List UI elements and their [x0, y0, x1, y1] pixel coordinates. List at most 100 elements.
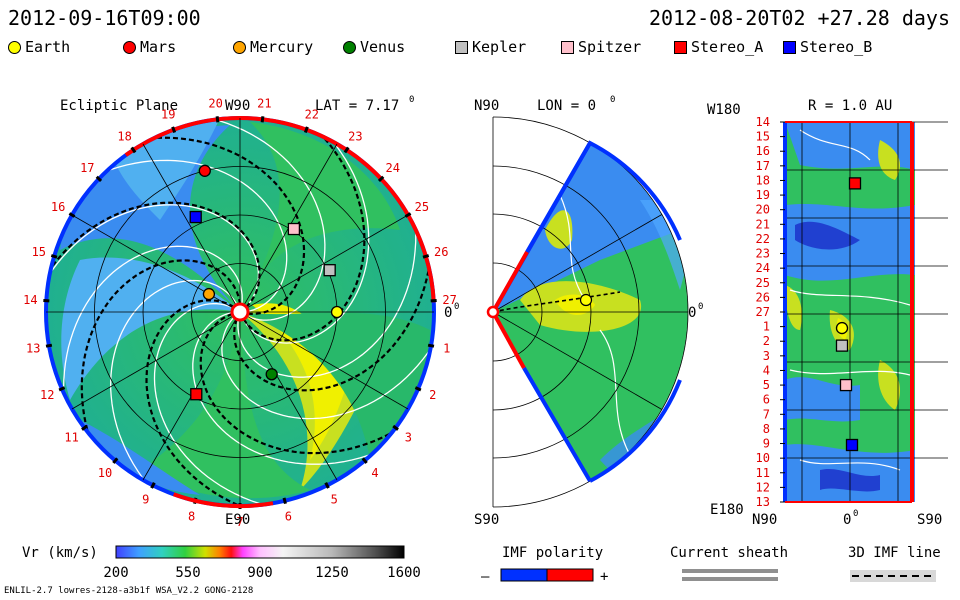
stereo-a-marker — [190, 388, 203, 401]
r1au-stereo-b-marker — [845, 438, 859, 452]
carrington-tick — [45, 343, 53, 348]
carrington-tick — [150, 482, 156, 489]
carrington-tick-label: 9 — [142, 493, 149, 507]
r1au-y-tick-label: 21 — [756, 217, 770, 231]
carrington-tick-label: 21 — [257, 96, 271, 110]
colorbar-tick-label: 1600 — [387, 565, 421, 581]
r1au-y-tick-label: 3 — [763, 349, 770, 363]
r1au-y-tick-label: 18 — [756, 174, 770, 188]
r1au-y-tick-label: 17 — [756, 159, 770, 173]
venus-marker — [265, 368, 278, 381]
r1au-bottom-left-label: E180 — [710, 502, 744, 518]
carrington-tick-label: 20 — [208, 96, 222, 110]
legend-label: Venus — [360, 38, 406, 56]
r1au-y-tick-label: 8 — [763, 422, 770, 436]
legend-item-mercury: Mercury — [233, 38, 313, 56]
carrington-tick — [404, 212, 412, 218]
carrington-tick-label: 23 — [348, 130, 362, 144]
carrington-tick-label: 3 — [405, 430, 412, 444]
velocity-colorbar: Vr (km/s) 200 550 900 1250 1600 — [22, 545, 421, 581]
r1au-y-tick-label: 27 — [756, 305, 770, 319]
ecliptic-right-deg-sign: 0 — [454, 302, 459, 312]
r1au-spitzer-marker — [839, 378, 853, 392]
ecliptic-red-polarity-arc — [124, 116, 436, 303]
carrington-tick — [171, 126, 177, 134]
legend-label: Stereo_B — [800, 38, 873, 56]
carrington-tick-label: 1 — [443, 342, 450, 356]
imf-line-legend: 3D IMF line — [848, 545, 941, 582]
r1au-y-tick-label: 11 — [756, 466, 770, 480]
r1au-y-tick-label: 13 — [756, 495, 770, 509]
r1au-stereo-a-marker — [848, 177, 862, 190]
r1au-y-tick-label: 15 — [756, 130, 770, 144]
r1au-y-tick-label: 12 — [756, 480, 770, 494]
r1au-y-tick-label: 16 — [756, 144, 770, 158]
carrington-tick-label: 13 — [26, 342, 40, 356]
meridional-bottom-label: S90 — [474, 512, 499, 528]
legend-item-kepler: Kepler — [455, 38, 526, 56]
mercury-icon — [233, 40, 246, 54]
body-legend: Earth Mars Mercury Venus Kepler Spitzer Stereo… — [8, 38, 948, 58]
legend-item-mars: Mars — [123, 38, 176, 56]
legend-item-stereo-a: Stereo_A — [674, 38, 763, 56]
carrington-tick — [377, 175, 385, 183]
r1au-y-tick-label: 20 — [756, 203, 770, 217]
r1au-x-tick-n90: N90 — [752, 512, 777, 528]
carrington-tick — [414, 386, 422, 392]
r1au-y-tick-label: 19 — [756, 188, 770, 202]
r1au-x-tick-0: 0 — [843, 512, 851, 528]
meridional-title-deg-sign: 0 — [610, 95, 615, 105]
legend-label: Stereo_A — [691, 38, 764, 56]
r1au-y-tick-label: 25 — [756, 276, 770, 290]
stereo-a-icon — [674, 40, 687, 54]
carrington-tick-label: 8 — [188, 509, 195, 523]
r1au-top-left-label: W180 — [707, 102, 741, 118]
carrington-tick — [215, 116, 220, 123]
current-sheath-legend: Current sheath — [670, 545, 788, 581]
r1au-title: R = 1.0 AU — [808, 98, 892, 114]
carrington-tick — [303, 126, 309, 134]
colorbar-tick-label: 200 — [103, 565, 128, 581]
carrington-tick-label: 26 — [434, 245, 448, 259]
ecliptic-bottom-label: E90 — [225, 512, 250, 528]
legend-label: Mercury — [250, 38, 314, 56]
carrington-tick-label: 7 — [236, 515, 243, 529]
meridional-right-deg-sign: 0 — [698, 302, 703, 312]
stereo-b-marker — [189, 210, 202, 224]
r1au-y-tick-label: 9 — [763, 437, 770, 451]
meridional-top-label: N90 — [474, 98, 499, 114]
earth-marker — [330, 305, 344, 319]
carrington-tick — [112, 457, 119, 464]
carrington-tick — [361, 457, 368, 464]
r1au-y-tick-label: 24 — [756, 261, 770, 275]
legend-item-spitzer: Spitzer — [561, 38, 641, 56]
r1au-kepler-marker — [835, 339, 849, 352]
legend-item-stereo-b: Stereo_B — [783, 38, 872, 56]
current-sheath-label: Current sheath — [670, 545, 788, 561]
meridional-title: LON = 0 — [537, 98, 596, 114]
r1au-y-tick-label: 7 — [763, 407, 770, 421]
carrington-tick — [392, 424, 399, 431]
r1au-y-tick-label: 10 — [756, 451, 770, 465]
r1au-y-tick-label: 6 — [763, 393, 770, 407]
r1au-y-tick-label: 22 — [756, 232, 770, 246]
legend-label: Spitzer — [578, 38, 642, 56]
mars-marker — [198, 164, 211, 177]
spitzer-icon — [561, 40, 574, 54]
carrington-tick — [422, 254, 430, 259]
carrington-tick-label: 2 — [429, 388, 436, 402]
model-footer: ENLIL-2.7 lowres-2128-a3b1f WSA_V2.2 GON… — [4, 586, 254, 596]
venus-icon — [343, 40, 356, 54]
carrington-tick-label: 22 — [305, 108, 319, 122]
carrington-tick-label: 4 — [371, 466, 378, 480]
carrington-tick — [282, 497, 287, 505]
carrington-tick-label: 15 — [32, 245, 46, 259]
imf-polarity-minus: – — [481, 569, 490, 585]
ecliptic-red-polarity-arc-lower — [172, 492, 274, 508]
carrington-tick-label: 11 — [64, 430, 78, 444]
carrington-tick — [95, 175, 103, 183]
carrington-tick-label: 5 — [331, 493, 338, 507]
legend-item-venus: Venus — [343, 38, 405, 56]
carrington-tick — [58, 386, 66, 392]
